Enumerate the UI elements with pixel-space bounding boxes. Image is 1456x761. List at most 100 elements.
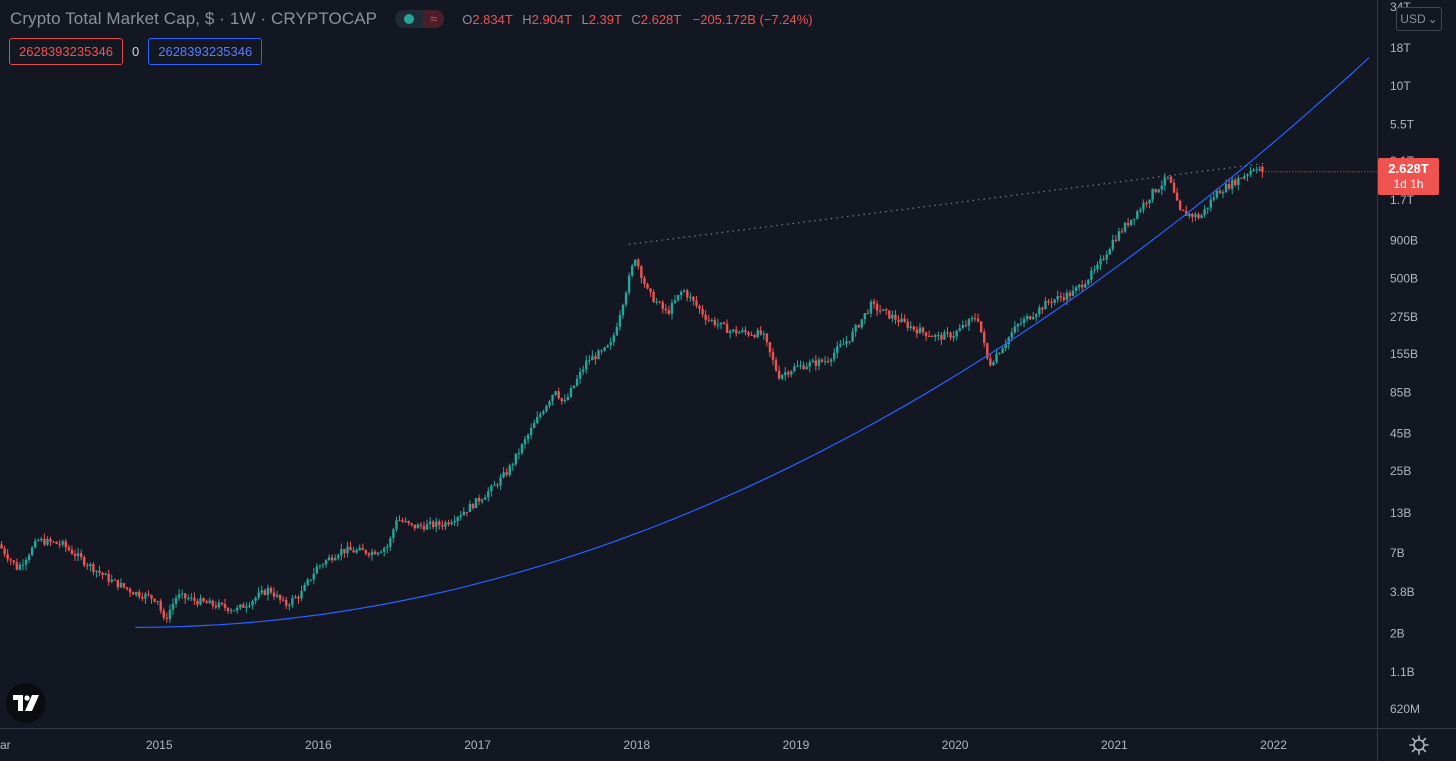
candle-body (581, 369, 585, 372)
candle-body (1038, 307, 1041, 315)
candle-body (202, 598, 205, 602)
currency-selector[interactable]: USD ⌄ (1396, 7, 1442, 31)
candle-body (909, 326, 912, 328)
candle-body (370, 551, 374, 556)
price-tick-label: 620M (1390, 702, 1420, 716)
candle-body (1025, 316, 1029, 319)
candle-body (753, 335, 756, 338)
candle-body (269, 587, 273, 593)
market-status-pill[interactable]: ≈ (395, 10, 445, 28)
candle-body (765, 333, 769, 343)
candle-body (637, 259, 640, 267)
red-value-box[interactable]: 2628393235346 (9, 38, 123, 65)
candle-body (777, 370, 781, 379)
candle-body (833, 352, 836, 360)
candle-body (1215, 190, 1219, 198)
candle-body (1169, 176, 1173, 183)
candle-body (698, 305, 701, 309)
candle-body (98, 570, 101, 573)
candle-body (125, 587, 129, 589)
candle-body (627, 275, 631, 293)
candle-body (505, 472, 508, 475)
candle-body (1234, 179, 1237, 185)
time-tick-label: 2021 (1101, 738, 1128, 752)
resistance-trendline[interactable] (628, 162, 1266, 245)
candle-body (915, 329, 919, 334)
candle-body (1041, 307, 1044, 310)
candle-body (1050, 302, 1053, 304)
candle-body (9, 559, 12, 561)
candle-body (471, 504, 475, 509)
candle-body (539, 414, 542, 417)
candle-body (1028, 316, 1032, 320)
candle-body (511, 464, 514, 466)
candle-body (728, 331, 732, 333)
candle-body (499, 477, 502, 486)
time-tick-label: 2017 (464, 738, 491, 752)
candle-body (306, 579, 309, 585)
candle-body (983, 332, 986, 344)
price-tick-label: 900B (1390, 234, 1418, 248)
candle-body (205, 601, 208, 604)
support-curve[interactable] (135, 57, 1370, 628)
candle-body (24, 559, 28, 565)
candle-body (281, 599, 285, 601)
time-tick-label: 2018 (623, 738, 650, 752)
candle-body (811, 360, 814, 363)
candle-body (1032, 316, 1035, 320)
blue-value-box[interactable]: 2628393235346 (148, 38, 263, 65)
zero-value: 0 (132, 44, 140, 59)
candle-body (401, 520, 404, 522)
candle-body (447, 522, 450, 525)
candle-body (52, 541, 55, 543)
candle-body (76, 553, 80, 557)
candle-body (897, 319, 900, 323)
candle-body (891, 314, 894, 319)
candle-body (906, 321, 909, 328)
candle-body (438, 521, 441, 526)
candle-body (548, 401, 551, 406)
candle-body (731, 329, 735, 332)
candle-body (563, 399, 567, 402)
candle-body (572, 385, 576, 389)
candle-body (217, 602, 221, 608)
candle-body (986, 343, 989, 359)
candle-body (349, 546, 352, 551)
candle-body (1160, 185, 1163, 190)
price-tick-label: 3.8B (1390, 585, 1415, 599)
symbol-title[interactable]: Crypto Total Market Cap, $ · 1W · CRYPTO… (10, 9, 378, 28)
candle-body (1136, 211, 1139, 219)
candle-body (395, 520, 398, 530)
candle-body (829, 359, 833, 362)
drawing-layer (135, 57, 1370, 628)
candle-body (40, 538, 43, 541)
candle-body (502, 472, 505, 478)
price-tick-label: 5.5T (1390, 117, 1415, 131)
candle-body (37, 540, 40, 542)
candle-body (560, 398, 563, 402)
candle-body (251, 600, 254, 606)
candle-body (692, 296, 695, 301)
candle-body (701, 308, 704, 315)
candle-body (21, 564, 25, 566)
candle-body (624, 292, 628, 305)
candle-body (1099, 259, 1102, 265)
candle-body (340, 548, 343, 556)
candle-body (1087, 279, 1090, 285)
candle-body (496, 484, 499, 486)
candle-body (673, 300, 677, 303)
settings-gear-icon[interactable] (1408, 734, 1430, 756)
time-axis: ar 2015 2016 2017 2018 2019 2020 2021 2022 (0, 738, 1287, 752)
candle-body (1148, 199, 1151, 204)
candle-body (585, 360, 588, 370)
candle-body (334, 558, 337, 561)
close-value: 2.628T (640, 11, 681, 27)
candle-body (1019, 323, 1023, 325)
tradingview-logo-icon[interactable] (6, 683, 46, 723)
candle-body (364, 550, 368, 554)
candle-body (392, 529, 395, 539)
candle-body (435, 521, 438, 528)
candle-body (477, 497, 481, 502)
candle-body (257, 592, 260, 598)
